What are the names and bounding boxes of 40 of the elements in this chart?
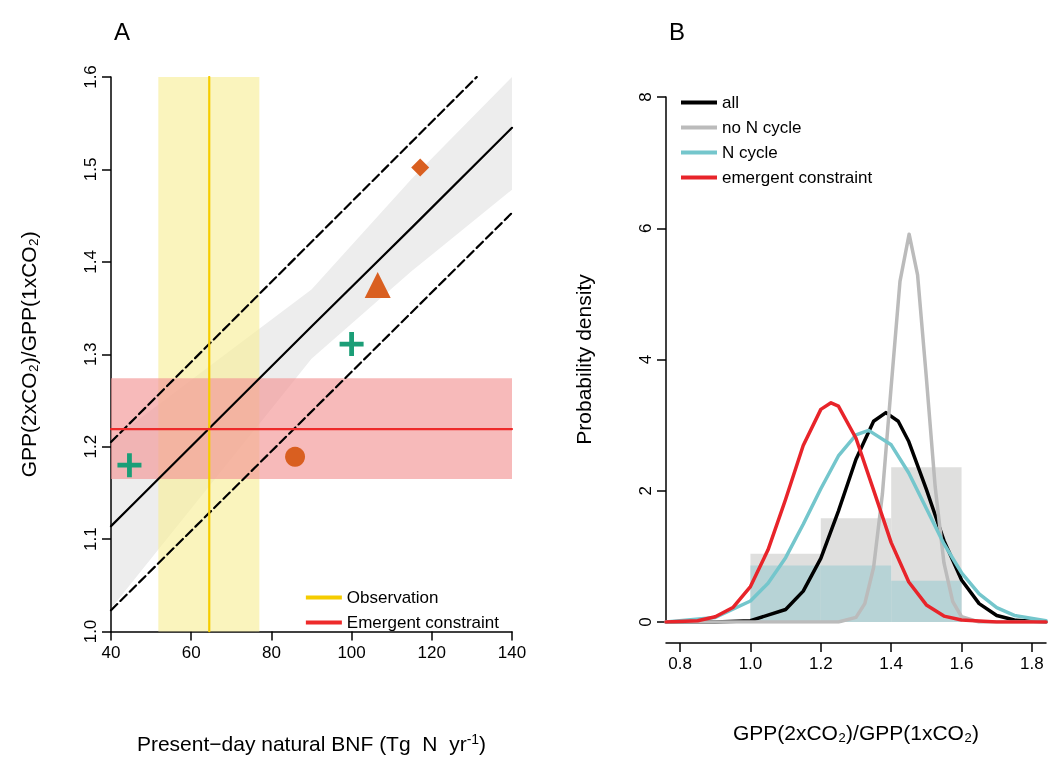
y-tick-label: 1.4 [81, 250, 100, 274]
legend-label: Emergent constraint [346, 613, 500, 632]
y-tick-label: 1.1 [81, 527, 100, 551]
y-tick-label: 1.3 [81, 342, 100, 367]
x-tick-label: 60 [181, 642, 201, 662]
x-tick-label: 100 [337, 642, 366, 662]
point [364, 271, 391, 298]
x-tick-label: 1.6 [949, 654, 974, 673]
y-tick-label: 6 [636, 223, 655, 233]
y-axis-title: Probability density [572, 273, 595, 445]
y-tick-label: 1.0 [81, 619, 100, 644]
x-tick-label: 0.8 [668, 654, 692, 673]
point [117, 453, 142, 478]
chart-title: A [114, 17, 131, 45]
y-tick-label: 0 [636, 617, 655, 627]
x-tick-label: 1.0 [738, 654, 763, 673]
y-tick-label: 1.2 [81, 434, 100, 459]
x-tick-label: 1.8 [1020, 654, 1044, 673]
x-tick-label: 120 [417, 642, 446, 662]
x-tick-label: 1.4 [879, 654, 904, 673]
legend-label: all [722, 93, 740, 112]
point [285, 446, 306, 467]
y-tick-label: 1.6 [81, 65, 100, 89]
legend-label: no N cycle [722, 118, 802, 137]
y-axis-title: GPP(2xCO₂)/GPP(1xCO₂) [17, 231, 40, 478]
legend-label: N cycle [722, 143, 778, 162]
x-tick-label: 140 [497, 642, 527, 662]
legend-label: emergent constraint [722, 168, 873, 187]
y-tick-label: 1.5 [81, 157, 100, 182]
x-axis-title: GPP(2xCO₂)/GPP(1xCO₂) [732, 721, 980, 744]
x-tick-label: 40 [101, 642, 121, 662]
y-tick-label: 8 [636, 92, 655, 102]
x-tick-label: 1.2 [808, 654, 833, 673]
x-tick-label: 80 [261, 642, 281, 662]
chart-title: B [669, 17, 686, 45]
point [339, 332, 364, 357]
y-tick-label: 4 [636, 354, 655, 365]
y-tick-label: 2 [636, 486, 655, 496]
legend-label: Observation [346, 588, 439, 607]
point [411, 158, 430, 177]
